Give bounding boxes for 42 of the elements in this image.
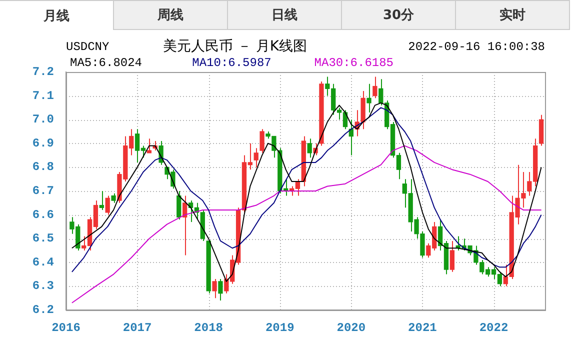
y-tick-label: 6.3 [32, 279, 54, 294]
y-tick-label: 6.9 [32, 136, 54, 150]
text: MA30:6.6185 [314, 56, 394, 70]
text: 2022-09-16 16:00:38 [408, 40, 545, 54]
text: 30分 [342, 0, 456, 30]
candlestick [366, 83, 372, 113]
candlestick [105, 195, 110, 216]
y-tick-label: 6.5 [32, 232, 54, 246]
candlestick [176, 190, 182, 220]
x-tick-label: 2021 [408, 321, 437, 336]
y-tick-label: 6.4 [32, 255, 54, 270]
y-tick-label: 6.7 [32, 184, 54, 198]
text: 周线 [114, 0, 228, 30]
candlestick [254, 148, 258, 168]
text: 实时 [456, 0, 570, 30]
x-tick-label: 2020 [336, 321, 366, 336]
candlestick [146, 138, 152, 154]
y-tick-label: 7.2 [32, 65, 54, 80]
y-tick-label: 7.1 [32, 88, 54, 103]
candlestick [307, 138, 312, 158]
candlestick [212, 278, 217, 299]
text: 日线 [228, 0, 342, 30]
x-tick-label: 2022 [479, 321, 508, 336]
x-tick-label: 2018 [194, 321, 223, 336]
y-tick-label: 6.6 [32, 208, 54, 222]
candlestick [99, 190, 104, 211]
chart-title: 美元人民币 － 月K线图 [162, 38, 308, 55]
y-tick-label: 6.2 [32, 303, 54, 318]
text: 月线 [0, 0, 114, 30]
x-tick-label: 2016 [52, 321, 80, 336]
candlestick [372, 76, 378, 99]
x-tick-label: 2019 [265, 321, 294, 336]
candlestick [260, 128, 264, 154]
candlestick [111, 192, 116, 204]
y-tick-label: 6.8 [32, 160, 54, 174]
x-tick-label: 2017 [122, 321, 152, 336]
text: MA5:6.8024 [70, 56, 142, 70]
candlestick [218, 278, 223, 301]
candlestick [450, 240, 454, 272]
y-tick-label: 7.0 [32, 112, 54, 127]
text: MA10:6.5987 [192, 56, 272, 70]
text: USDCNY [66, 40, 110, 54]
